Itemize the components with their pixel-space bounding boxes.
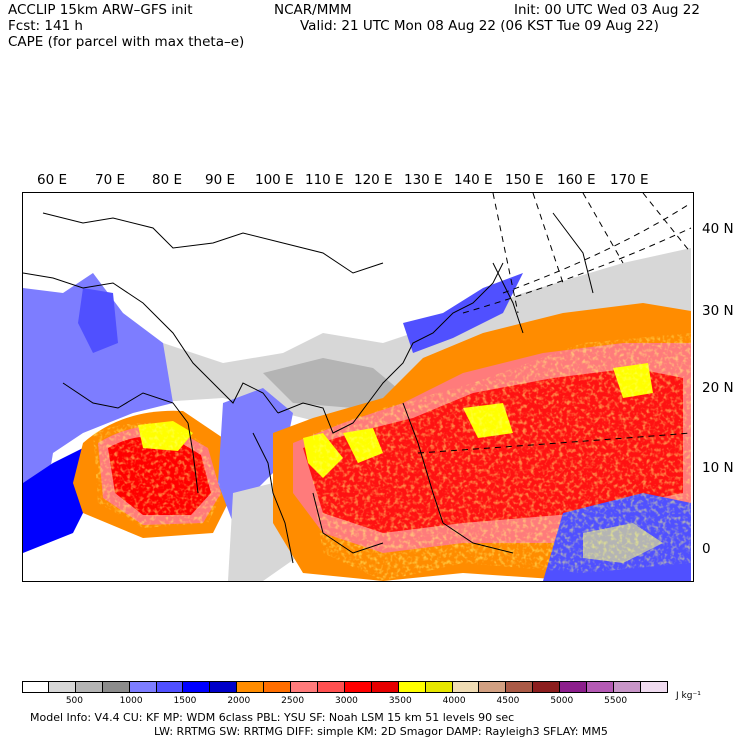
longitude-label: 110 E <box>305 172 344 188</box>
colorbar-swatch <box>587 681 614 693</box>
colorbar-tick-label: 1000 <box>119 696 143 706</box>
colorbar-swatch <box>533 681 561 693</box>
longitude-label: 70 E <box>95 172 125 188</box>
colorbar-swatch <box>264 681 292 693</box>
latitude-label: 10 N <box>702 460 734 476</box>
longitude-label: 160 E <box>557 172 596 188</box>
longitude-label: 140 E <box>454 172 493 188</box>
colorbar-tick-label: 4000 <box>442 696 466 706</box>
latitude-label: 30 N <box>702 303 734 319</box>
map-plot <box>23 193 693 581</box>
center-label: NCAR/MMM <box>274 2 352 18</box>
colorbar-tick-label: 2000 <box>227 696 251 706</box>
longitude-label: 100 E <box>255 172 294 188</box>
colorbar-swatch <box>398 681 426 693</box>
colorbar-swatch <box>48 681 76 693</box>
valid-time: Valid: 21 UTC Mon 08 Aug 22 (06 KST Tue … <box>300 18 659 34</box>
longitude-label: 130 E <box>404 172 443 188</box>
longitude-label: 90 E <box>205 172 235 188</box>
colorbar-tick-label: 2500 <box>281 696 305 706</box>
colorbar-swatch <box>210 681 238 693</box>
colorbar-swatch <box>237 681 265 693</box>
colorbar-swatch <box>129 681 157 693</box>
longitude-label: 80 E <box>152 172 182 188</box>
colorbar-tick-label: 500 <box>65 696 84 706</box>
colorbar-tick-label: 5000 <box>550 696 574 706</box>
colorbar-swatch <box>75 681 103 693</box>
colorbar-swatch <box>371 681 399 693</box>
colorbar <box>22 681 668 693</box>
colorbar-tick-label: 1500 <box>173 696 197 706</box>
init-time: Init: 00 UTC Wed 03 Aug 22 <box>514 2 700 18</box>
colorbar-tick-label: 3500 <box>388 696 412 706</box>
colorbar-swatch <box>506 681 534 693</box>
colorbar-swatch <box>344 681 372 693</box>
colorbar-tick-label: 3000 <box>335 696 358 706</box>
latitude-label: 0 <box>702 541 711 557</box>
longitude-label: 150 E <box>505 172 544 188</box>
colorbar-swatch <box>22 681 49 693</box>
colorbar-swatch <box>479 681 507 693</box>
colorbar-tick-label: 5500 <box>604 696 628 706</box>
colorbar-swatch <box>156 681 184 693</box>
colorbar-units: J kg⁻¹ <box>676 691 701 701</box>
forecast-hour: Fcst: 141 h <box>8 18 83 34</box>
latitude-label: 20 N <box>702 380 734 396</box>
model-title: ACCLIP 15km ARW–GFS init <box>8 2 193 18</box>
colorbar-swatch <box>291 681 318 693</box>
colorbar-tick-label: 4500 <box>496 696 520 706</box>
colorbar-swatch <box>425 681 453 693</box>
colorbar-swatch <box>560 681 588 693</box>
longitude-label: 60 E <box>37 172 67 188</box>
model-info-line2: LW: RRTMG SW: RRTMG DIFF: simple KM: 2D … <box>154 725 608 738</box>
colorbar-swatch <box>613 681 641 693</box>
colorbar-swatch <box>183 681 211 693</box>
latitude-label: 40 N <box>702 221 734 237</box>
colorbar-swatch <box>317 681 345 693</box>
colorbar-swatch <box>452 681 480 693</box>
model-info-line1: Model Info: V4.4 CU: KF MP: WDM 6class P… <box>30 711 515 724</box>
longitude-label: 120 E <box>354 172 393 188</box>
longitude-label: 170 E <box>610 172 649 188</box>
field-name: CAPE (for parcel with max theta–e) <box>8 34 245 50</box>
colorbar-swatch <box>102 681 130 693</box>
colorbar-outline <box>22 681 668 693</box>
cape-map <box>22 192 694 582</box>
